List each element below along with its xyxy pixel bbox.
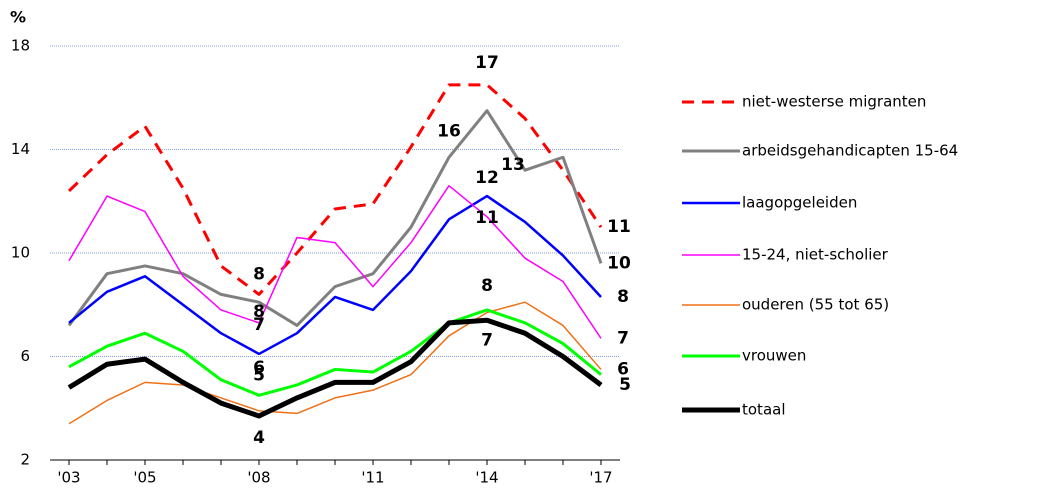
x-tick-label: '08 [247, 469, 270, 487]
data-label: 8 [253, 302, 265, 322]
data-label: 4 [253, 428, 265, 448]
data-label: 7 [253, 315, 265, 335]
series-line [68, 184, 602, 339]
y-tick-label: 2 [20, 451, 30, 469]
series-line [68, 308, 602, 397]
legend-label: ouderen (55 tot 65) [742, 296, 889, 314]
x-tick-label: '14 [475, 469, 498, 487]
data-label: 6 [617, 359, 629, 379]
y-tick-label: 14 [11, 140, 30, 158]
data-label: 8 [481, 276, 493, 296]
series-line [67, 317, 603, 419]
legend-label: niet-westerse migranten [742, 93, 926, 111]
legend-label: arbeidsgehandicapten 15-64 [742, 142, 958, 160]
x-tick-label: '11 [361, 469, 384, 487]
data-label: 11 [475, 208, 499, 228]
legend-label: vrouwen [742, 347, 806, 365]
data-label: 6 [253, 358, 265, 378]
y-tick-label: 18 [11, 37, 30, 55]
data-label: 8 [253, 264, 265, 284]
y-unit: % [10, 8, 26, 27]
legend-label: laagopgeleiden [742, 194, 857, 212]
x-tick-label: '05 [133, 469, 156, 487]
series-line [67, 83, 603, 296]
data-label: 7 [617, 328, 629, 348]
series-line [68, 194, 602, 356]
data-label: 12 [475, 168, 499, 188]
data-label: 13 [501, 155, 525, 175]
data-label: 5 [253, 365, 265, 385]
legend-label: totaal [742, 401, 786, 419]
series-line [68, 301, 602, 425]
data-label: 11 [607, 217, 631, 237]
y-tick-label: 6 [20, 347, 30, 365]
data-label: 8 [617, 287, 629, 307]
x-tick-label: '17 [589, 469, 612, 487]
data-label: 7 [481, 330, 493, 350]
data-label: 5 [619, 375, 631, 395]
legend-label: 15-24, niet-scholier [742, 246, 889, 264]
data-label: 16 [437, 121, 461, 141]
series-line [67, 109, 603, 327]
y-tick-label: 10 [11, 244, 30, 262]
x-tick-label: '03 [57, 469, 80, 487]
data-label: 17 [475, 53, 499, 73]
data-label: 10 [607, 253, 631, 273]
